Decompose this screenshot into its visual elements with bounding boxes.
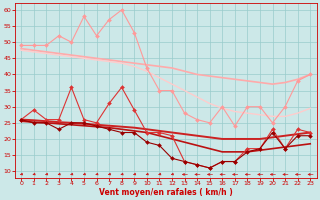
X-axis label: Vent moyen/en rafales ( km/h ): Vent moyen/en rafales ( km/h ) [99,188,233,197]
